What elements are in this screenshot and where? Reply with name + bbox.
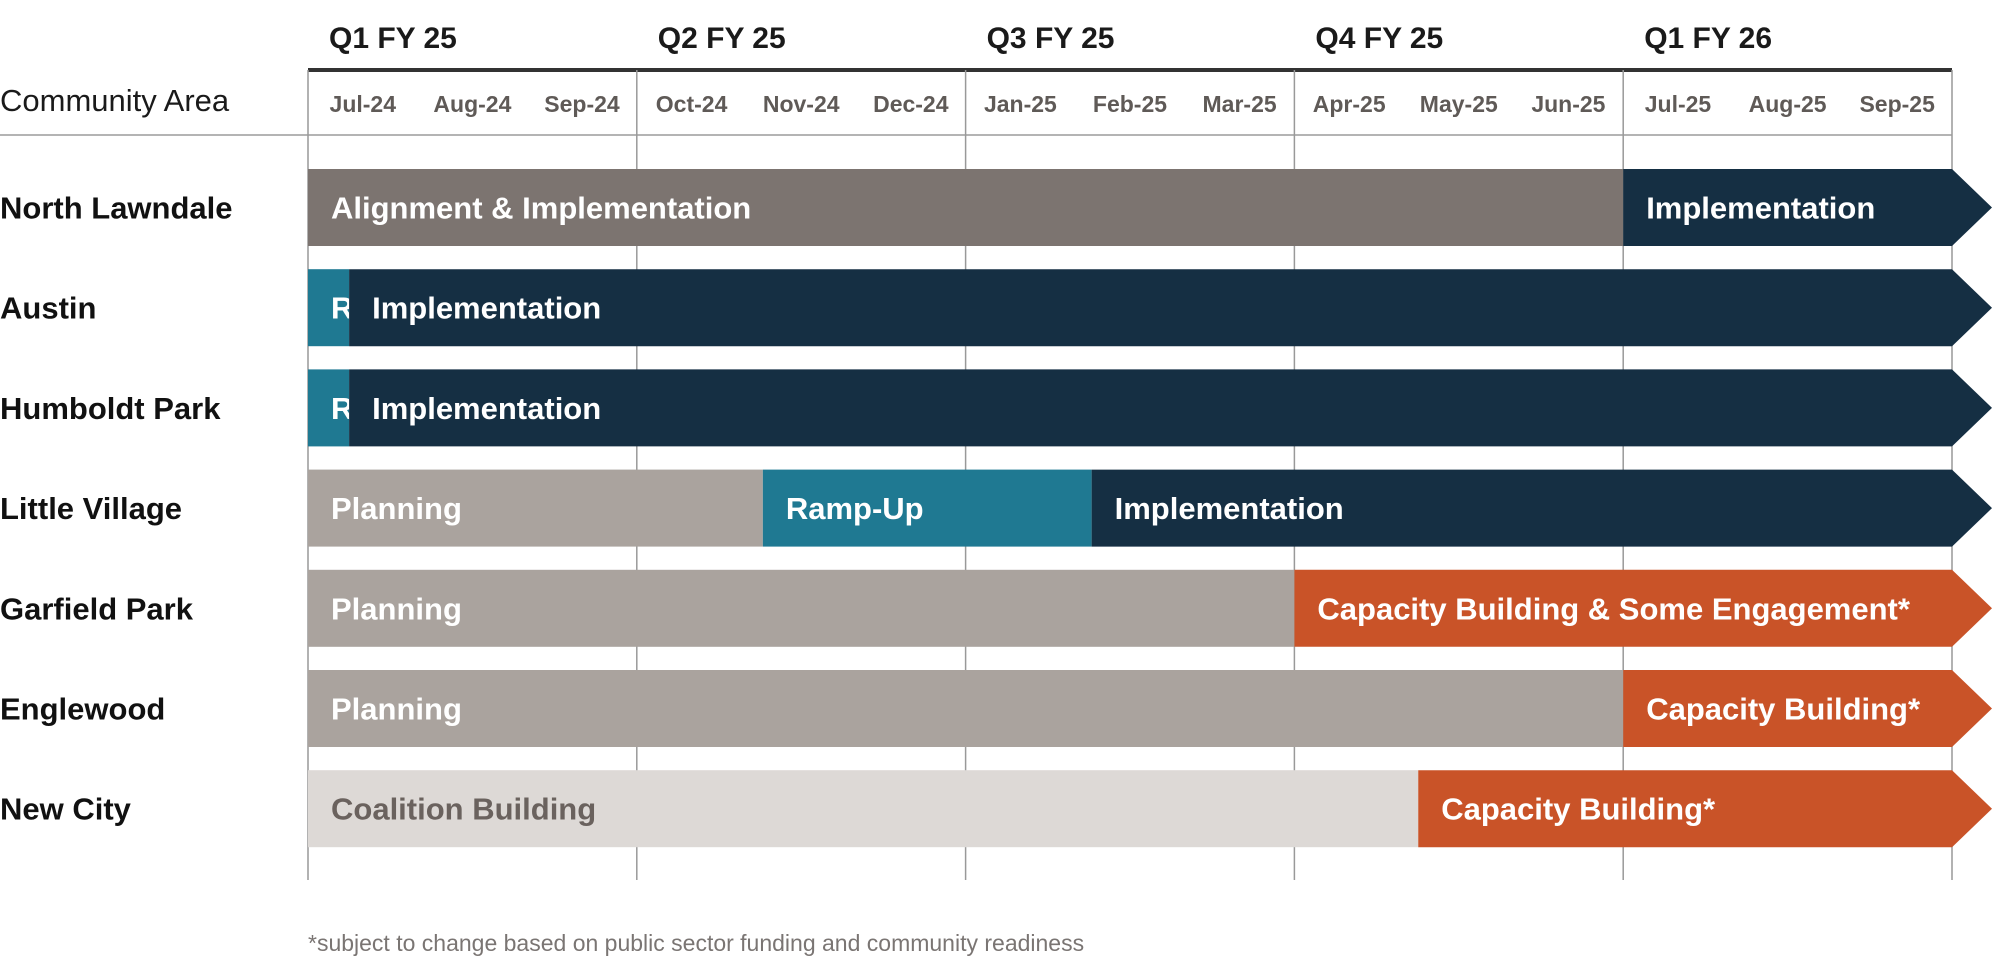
column-title: Community Area: [0, 83, 230, 118]
month-label: Jan-25: [984, 91, 1057, 117]
quarter-label: Q1 FY 25: [329, 22, 457, 55]
phase-label: Capacity Building*: [1441, 792, 1716, 827]
row-label: Austin: [0, 291, 96, 326]
phase-label: Implementation: [372, 291, 601, 326]
month-label: Sep-25: [1859, 91, 1935, 117]
timeline-phase-bar: [349, 269, 1993, 347]
month-label: Aug-25: [1749, 91, 1827, 117]
phase-label: Capacity Building*: [1646, 692, 1921, 727]
month-label: May-25: [1420, 91, 1498, 117]
phase-label: Planning: [331, 591, 462, 626]
phase-label: Capacity Building & Some Engagement*: [1317, 591, 1910, 626]
timeline-phase-bar: [308, 369, 350, 447]
timeline-phase-bar: [308, 569, 1295, 647]
timeline-phase-bar: [1623, 670, 1992, 747]
phase-label: Planning: [331, 491, 462, 526]
month-label: Apr-25: [1313, 91, 1386, 117]
phase-label: Implementation: [372, 391, 601, 426]
timeline-row: New City Coalition Building Capacity Build…: [0, 770, 1992, 848]
row-label: Englewood: [0, 692, 165, 727]
timeline-row: North Lawndale Alignment & Implementation…: [0, 169, 1992, 246]
row-label: Humboldt Park: [0, 391, 221, 426]
row-label: New City: [0, 792, 132, 827]
timeline-phase-bar: [1623, 169, 1992, 246]
timeline-phase-bar: [349, 369, 1993, 447]
month-label: Mar-25: [1203, 91, 1277, 117]
row-label: Garfield Park: [0, 591, 194, 626]
month-label: Nov-24: [763, 91, 840, 117]
timeline-phase-bar: [308, 269, 350, 347]
month-label: Sep-24: [544, 91, 620, 117]
month-label: Jul-25: [1645, 91, 1712, 117]
quarter-label: Q3 FY 25: [987, 22, 1115, 55]
row-label: North Lawndale: [0, 191, 233, 226]
quarter-label: Q1 FY 26: [1644, 22, 1772, 55]
quarter-label: Q4 FY 25: [1315, 22, 1443, 55]
timeline-phase-bar: [308, 169, 1624, 246]
phase-label: Ramp-Up: [786, 491, 924, 526]
phase-label: Implementation: [1115, 491, 1344, 526]
timeline-phase-bar: [1294, 569, 1992, 647]
timeline-phase-bar: [308, 770, 1419, 848]
phase-label: Planning: [331, 692, 462, 727]
timeline-row: Little Village Planning Ramp-Up Implementat…: [0, 469, 1992, 547]
timeline-header: Community Area Q1 FY 25 Q2 FY 25 Q3 FY 25 Q…: [0, 22, 1935, 118]
quarter-label: Q2 FY 25: [658, 22, 786, 55]
row-label: Little Village: [0, 491, 182, 526]
timeline-row: Garfield Park Planning Capacity Building &…: [0, 569, 1992, 647]
phase-label: Coalition Building: [331, 792, 596, 827]
timeline-phase-bar: [308, 670, 1624, 747]
timeline-phase-bar: [308, 469, 763, 547]
month-label: Jul-24: [330, 91, 397, 117]
timeline-rows: North Lawndale Alignment & Implementation…: [0, 169, 1993, 848]
footnote: *subject to change based on public secto…: [308, 930, 1084, 956]
timeline-phase-bar: [1091, 469, 1992, 547]
month-label: Aug-24: [433, 91, 511, 117]
timeline-phase-bar: [1418, 770, 1992, 848]
month-label: Dec-24: [873, 91, 949, 117]
phase-label: Alignment & Implementation: [331, 191, 751, 226]
month-label: Feb-25: [1093, 91, 1167, 117]
timeline-phase-bar: [762, 469, 1092, 547]
phase-label: Implementation: [1646, 191, 1875, 226]
timeline-row: Englewood Planning Capacity Building*: [0, 670, 1992, 747]
month-label: Oct-24: [656, 91, 728, 117]
month-label: Jun-25: [1531, 91, 1605, 117]
timeline-row: AustinRampImplementation: [0, 269, 1993, 347]
timeline-row: Humboldt ParkRampImplementation: [0, 369, 1993, 447]
